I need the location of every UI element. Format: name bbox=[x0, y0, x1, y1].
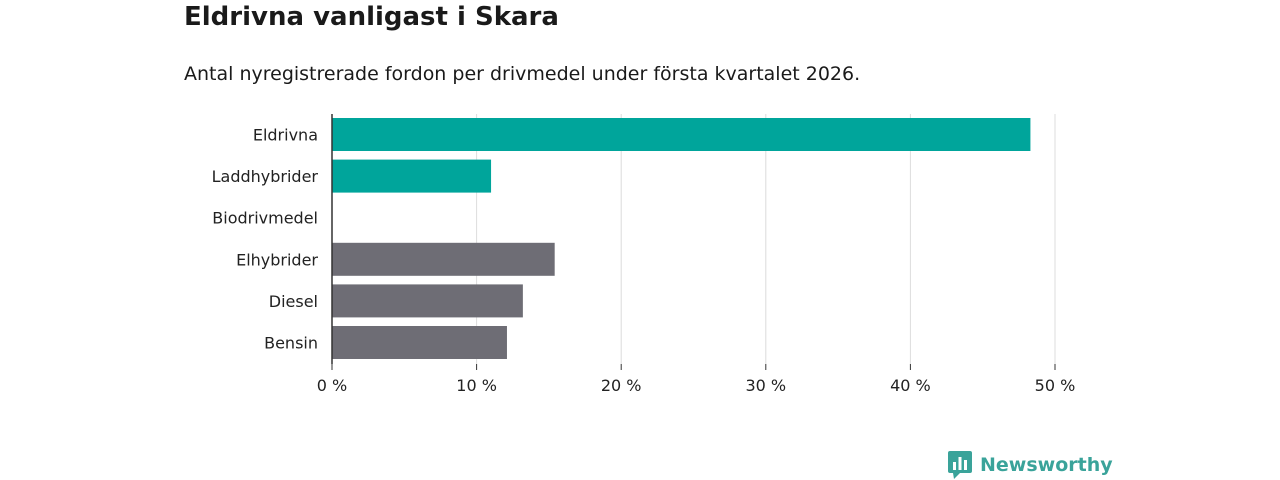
x-tick-label-50: 50 % bbox=[1035, 376, 1076, 395]
category-label-laddhybrider: Laddhybrider bbox=[212, 167, 319, 186]
chart-title: Eldrivna vanligast i Skara bbox=[184, 2, 559, 32]
chart-subtitle: Antal nyregistrerade fordon per drivmede… bbox=[184, 63, 861, 85]
category-label-biodrivmedel: Biodrivmedel bbox=[212, 209, 318, 228]
bar-eldrivna bbox=[332, 118, 1031, 151]
category-label-eldrivna: Eldrivna bbox=[253, 126, 318, 145]
x-tick-label-30: 30 % bbox=[745, 376, 786, 395]
category-label-bensin: Bensin bbox=[264, 334, 318, 353]
bar-bensin bbox=[332, 326, 507, 359]
newsworthy-logo[interactable]: Newsworthy bbox=[948, 451, 1113, 479]
x-tick-label-40: 40 % bbox=[890, 376, 931, 395]
newsworthy-chart-icon bbox=[948, 451, 972, 479]
category-label-elhybrider: Elhybrider bbox=[236, 250, 318, 269]
category-label-diesel: Diesel bbox=[269, 292, 318, 311]
bar-diesel bbox=[332, 284, 523, 318]
newsworthy-logo-text: Newsworthy bbox=[980, 454, 1113, 476]
bar-laddhybrider bbox=[332, 159, 492, 193]
x-tick-label-0: 0 % bbox=[317, 376, 347, 395]
bar-elhybrider bbox=[332, 242, 555, 276]
x-tick-label-10: 10 % bbox=[456, 376, 497, 395]
x-tick-label-20: 20 % bbox=[601, 376, 642, 395]
